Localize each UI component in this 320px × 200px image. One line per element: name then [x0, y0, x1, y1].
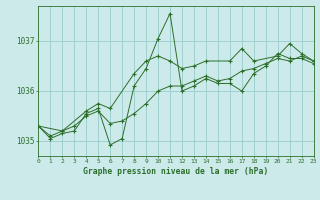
- X-axis label: Graphe pression niveau de la mer (hPa): Graphe pression niveau de la mer (hPa): [84, 167, 268, 176]
